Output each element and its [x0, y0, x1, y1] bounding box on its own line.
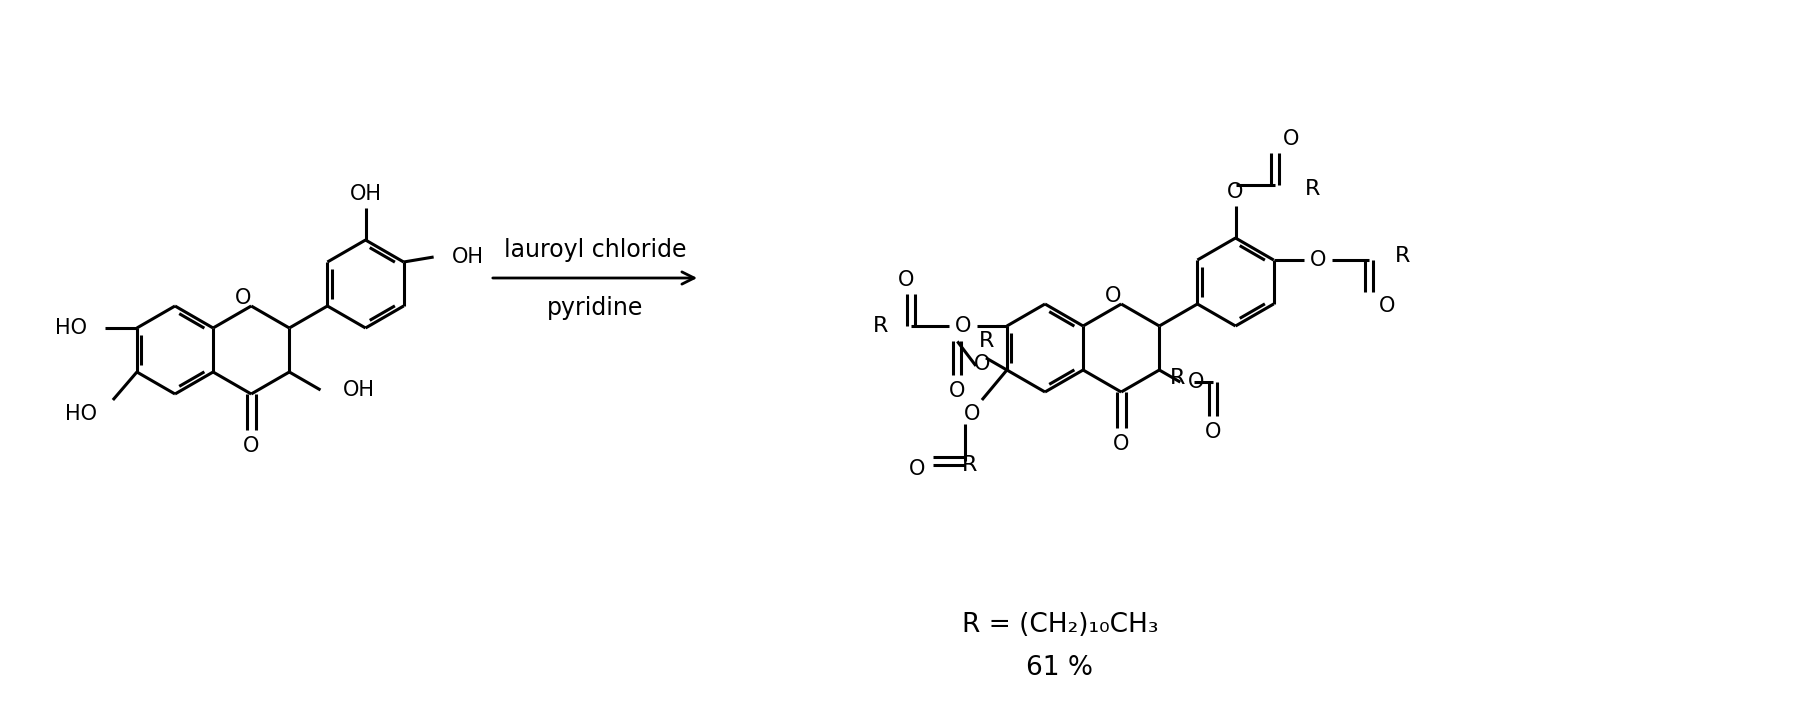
Text: O: O	[964, 404, 981, 424]
Text: OH: OH	[349, 184, 381, 204]
Text: HO: HO	[65, 404, 96, 424]
Text: lauroyl chloride: lauroyl chloride	[503, 238, 686, 262]
Text: O: O	[1188, 372, 1204, 392]
Text: R: R	[961, 455, 977, 475]
Text: O: O	[243, 436, 260, 456]
Text: O: O	[1228, 182, 1244, 202]
Text: O: O	[1104, 286, 1122, 306]
Text: R = (CH₂)₁₀CH₃: R = (CH₂)₁₀CH₃	[962, 612, 1159, 638]
Text: R: R	[1395, 246, 1411, 266]
Text: R: R	[1306, 179, 1320, 199]
Text: O: O	[234, 288, 251, 308]
Text: O: O	[1113, 434, 1130, 454]
Text: OH: OH	[452, 247, 483, 267]
Text: O: O	[1378, 296, 1395, 316]
Text: O: O	[973, 354, 990, 374]
Text: R: R	[979, 331, 995, 351]
Text: OH: OH	[343, 380, 374, 400]
Text: O: O	[950, 382, 966, 401]
Text: O: O	[955, 316, 972, 336]
Text: O: O	[1206, 422, 1222, 442]
Text: R: R	[1170, 368, 1186, 388]
Text: 61 %: 61 %	[1026, 655, 1093, 681]
Text: pyridine: pyridine	[547, 296, 643, 320]
Text: R: R	[873, 316, 888, 336]
Text: O: O	[908, 459, 924, 479]
Text: O: O	[899, 270, 915, 290]
Text: O: O	[1309, 250, 1326, 270]
Text: O: O	[1284, 129, 1300, 149]
Text: HO: HO	[54, 318, 87, 338]
